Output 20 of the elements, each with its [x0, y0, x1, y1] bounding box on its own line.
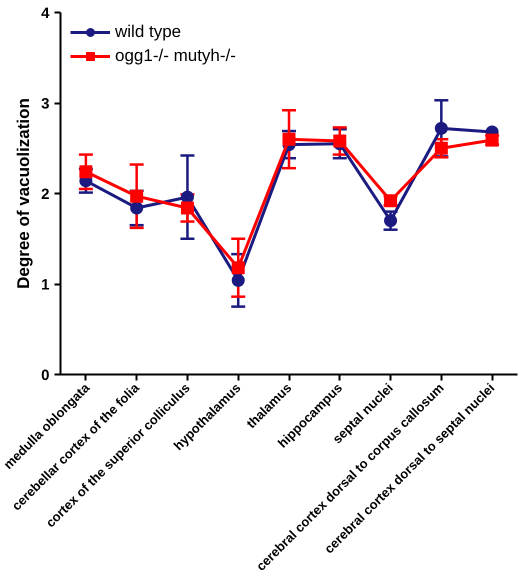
- legend-label: ogg1-/- mutyh-/-: [115, 46, 236, 66]
- point: [79, 165, 92, 178]
- point: [384, 194, 398, 208]
- y-axis-title: Degree of vacuolization: [14, 98, 34, 289]
- y-tick-label: 4: [41, 5, 50, 22]
- point: [282, 132, 296, 146]
- legend-label: wild type: [115, 22, 182, 42]
- point: [434, 142, 448, 155]
- point: [180, 201, 194, 214]
- point: [232, 261, 245, 274]
- y-tick-label: 3: [41, 96, 50, 112]
- y-tick-label: 2: [41, 186, 50, 203]
- point: [130, 201, 144, 214]
- y-tick-label: 0: [41, 367, 50, 384]
- point: [384, 214, 398, 228]
- y-tick-label: 1: [41, 276, 50, 294]
- point: [434, 122, 448, 135]
- point: [333, 134, 346, 148]
- point: [130, 190, 144, 203]
- point: [232, 274, 245, 287]
